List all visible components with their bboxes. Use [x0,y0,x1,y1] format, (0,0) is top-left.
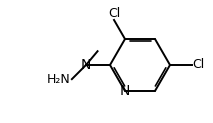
Text: Cl: Cl [108,7,120,20]
Text: N: N [81,58,91,72]
Text: H₂N: H₂N [47,73,71,86]
Text: N: N [120,84,130,98]
Text: Cl: Cl [192,59,204,71]
